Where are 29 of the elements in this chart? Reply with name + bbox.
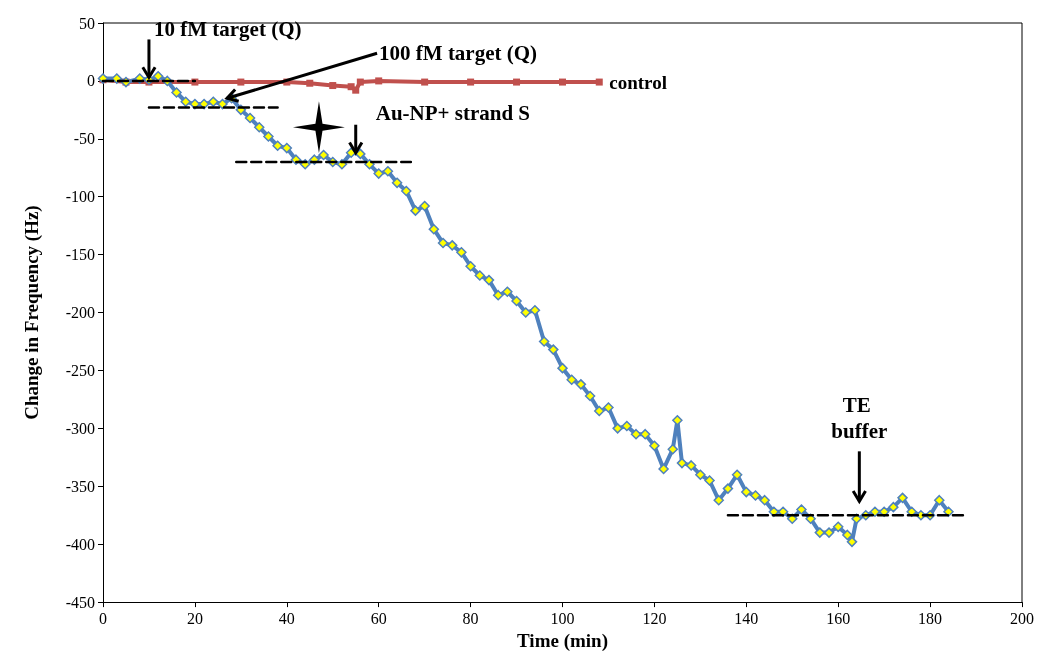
x-tick-label: 60 [370,609,387,627]
y-tick-label: -450 [65,593,95,611]
x-tick-label: 100 [550,609,575,627]
x-tick-label: 160 [826,609,851,627]
x-tick-label: 200 [1010,609,1034,627]
y-tick-label: -250 [65,361,95,379]
y-tick-label: -50 [73,130,95,148]
x-tick-label: 80 [462,609,479,627]
x-tick-label: 140 [734,609,759,627]
x-tick-label: 0 [99,609,107,627]
y-axis-title: Change in Frequency (Hz) [21,205,43,420]
series-label: control [609,71,667,93]
x-tick-label: 180 [918,609,943,627]
x-axis-title: Time (min) [517,630,608,652]
annotation: TE buffer [831,393,888,444]
y-tick-label: -300 [65,419,95,437]
y-tick-label: -400 [65,535,95,553]
y-tick-label: -150 [65,246,95,264]
y-tick-label: -200 [65,304,95,322]
annotation: Au-NP+ strand S [375,100,531,125]
y-tick-label: 0 [87,72,95,90]
y-tick-label: -350 [65,477,95,495]
y-tick-label: 50 [79,14,95,32]
x-tick-label: 20 [186,609,203,627]
annotation: 10 fM target (Q) [153,17,302,42]
y-tick-label: -100 [65,188,95,206]
x-tick-label: 120 [642,609,667,627]
annotation: 100 fM target (Q) [379,41,538,66]
x-tick-label: 40 [278,609,295,627]
